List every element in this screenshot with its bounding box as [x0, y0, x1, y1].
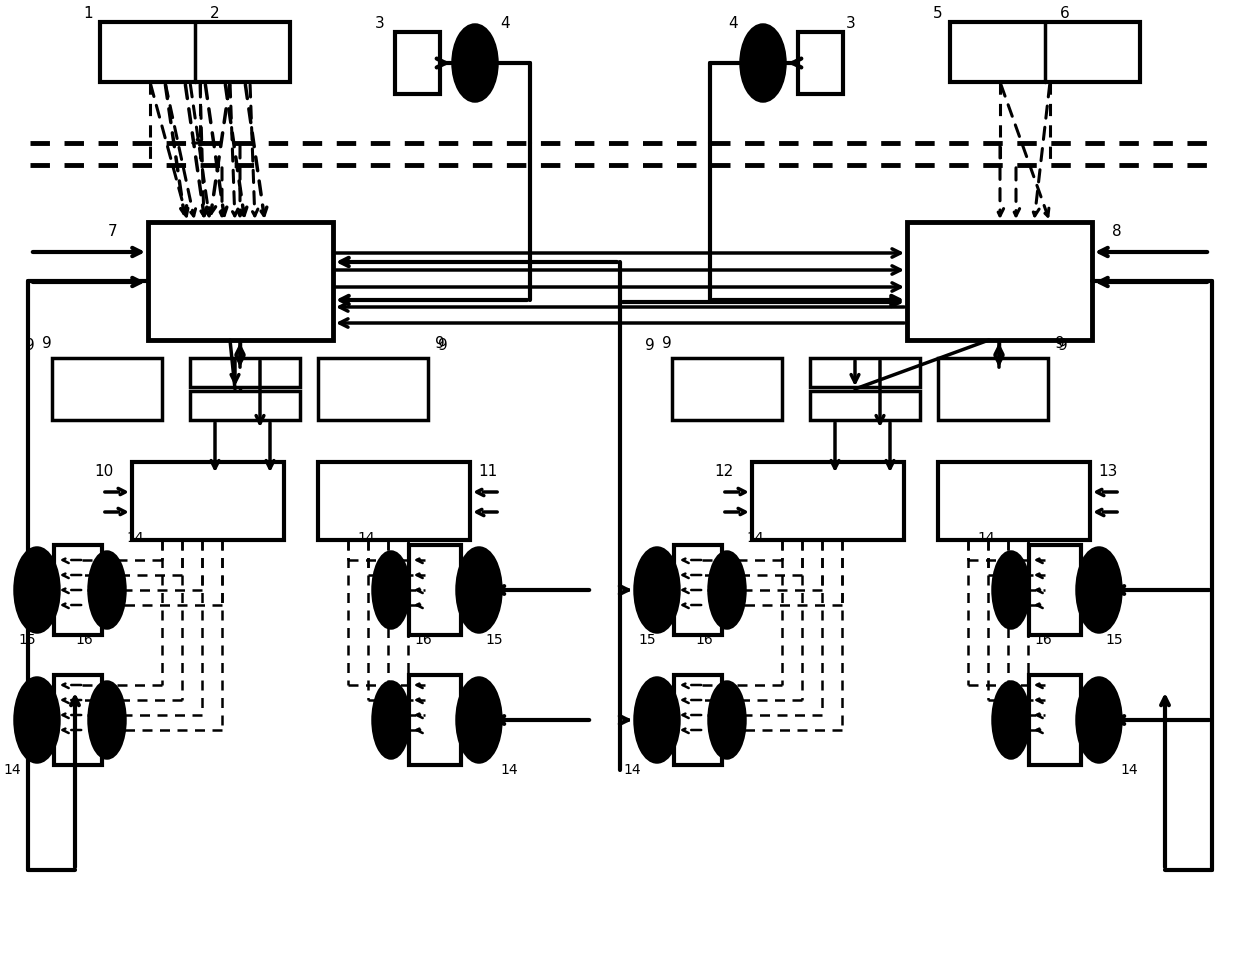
Text: 14: 14 — [746, 531, 764, 545]
Text: 9: 9 — [662, 336, 672, 351]
Bar — [810, 391, 920, 420]
Bar — [799, 32, 843, 94]
Text: 7: 7 — [108, 224, 118, 240]
Bar — [396, 32, 440, 94]
Bar — [950, 22, 1140, 82]
Ellipse shape — [373, 682, 409, 758]
Text: 15: 15 — [485, 633, 502, 647]
Ellipse shape — [993, 682, 1029, 758]
Text: 15: 15 — [639, 633, 656, 647]
Text: 6: 6 — [1060, 7, 1070, 22]
Ellipse shape — [89, 552, 125, 628]
Text: 10: 10 — [94, 464, 114, 479]
Text: 16: 16 — [696, 633, 713, 647]
Ellipse shape — [709, 552, 745, 628]
Text: 15: 15 — [1105, 633, 1122, 647]
Bar — [409, 545, 461, 635]
Text: 14: 14 — [977, 531, 994, 545]
Bar — [1029, 675, 1081, 765]
Text: 9: 9 — [1055, 336, 1065, 351]
Ellipse shape — [1078, 678, 1121, 762]
Text: 16: 16 — [414, 633, 432, 647]
Bar — [810, 358, 920, 387]
Bar — [55, 545, 102, 635]
Text: 14: 14 — [126, 531, 144, 545]
Ellipse shape — [15, 548, 60, 632]
Text: 14: 14 — [1120, 763, 1138, 777]
Text: 14: 14 — [500, 763, 518, 777]
Text: 14: 14 — [4, 763, 21, 777]
Ellipse shape — [993, 552, 1029, 628]
Ellipse shape — [453, 25, 497, 101]
Bar — [937, 358, 1048, 420]
Text: 8: 8 — [1112, 224, 1122, 240]
Text: 9: 9 — [645, 338, 655, 353]
Bar — [751, 462, 904, 540]
Text: 1: 1 — [83, 7, 93, 22]
Text: 9: 9 — [435, 336, 445, 351]
Text: 9: 9 — [438, 338, 448, 353]
Ellipse shape — [89, 682, 125, 758]
Bar — [1029, 545, 1081, 635]
Text: 12: 12 — [714, 464, 734, 479]
Bar — [317, 358, 428, 420]
Ellipse shape — [709, 682, 745, 758]
Text: 4: 4 — [500, 16, 510, 32]
Bar — [672, 358, 782, 420]
Bar — [190, 358, 300, 387]
Ellipse shape — [458, 678, 501, 762]
Text: 14: 14 — [357, 531, 374, 545]
Text: 5: 5 — [934, 7, 942, 22]
Bar — [55, 675, 102, 765]
Text: 3: 3 — [846, 16, 856, 32]
Bar — [148, 222, 334, 340]
Text: 4: 4 — [728, 16, 738, 32]
Text: 16: 16 — [1034, 633, 1052, 647]
Ellipse shape — [15, 678, 60, 762]
Text: 9: 9 — [42, 336, 52, 351]
Text: 13: 13 — [1099, 464, 1117, 479]
Bar — [131, 462, 284, 540]
Bar — [100, 22, 290, 82]
Text: 11: 11 — [479, 464, 497, 479]
Bar — [52, 358, 162, 420]
Bar — [906, 222, 1092, 340]
Bar — [675, 675, 722, 765]
Ellipse shape — [635, 678, 680, 762]
Ellipse shape — [458, 548, 501, 632]
Text: 15: 15 — [19, 633, 36, 647]
Text: 9: 9 — [25, 338, 35, 353]
Text: 2: 2 — [211, 7, 219, 22]
Ellipse shape — [373, 552, 409, 628]
Bar — [409, 675, 461, 765]
Bar — [937, 462, 1090, 540]
Bar — [675, 545, 722, 635]
Text: 16: 16 — [76, 633, 93, 647]
Text: 3: 3 — [376, 16, 384, 32]
Text: 9: 9 — [1058, 338, 1068, 353]
Bar — [317, 462, 470, 540]
Text: 14: 14 — [624, 763, 641, 777]
Ellipse shape — [635, 548, 680, 632]
Ellipse shape — [742, 25, 785, 101]
Ellipse shape — [1078, 548, 1121, 632]
Bar — [190, 391, 300, 420]
